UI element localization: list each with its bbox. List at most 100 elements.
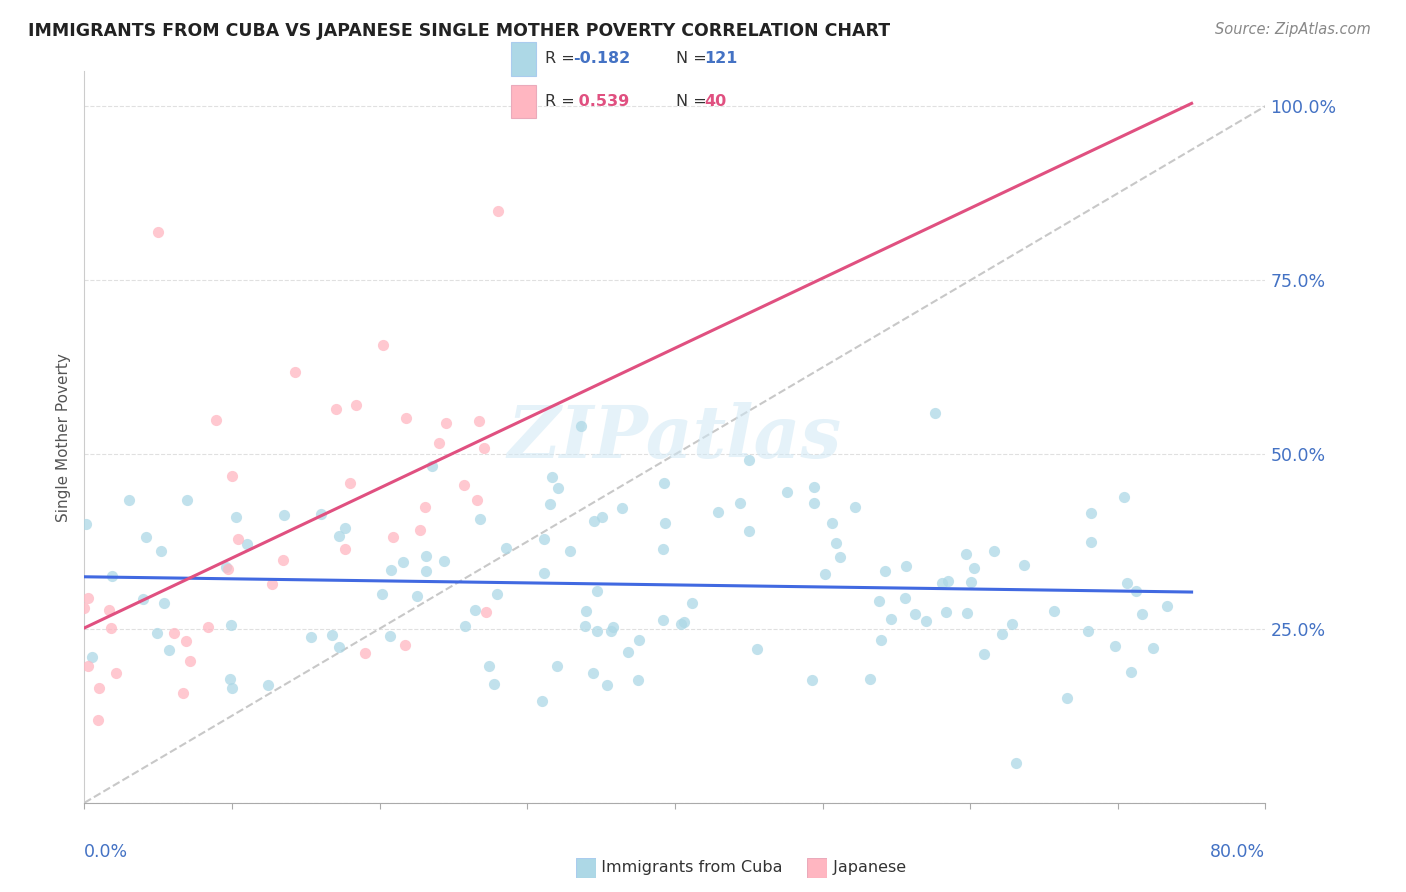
Point — [582, 666, 605, 681]
Point — [859, 672, 882, 686]
Y-axis label: Single Mother Poverty: Single Mother Poverty — [56, 352, 72, 522]
Point — [569, 418, 592, 433]
Point — [879, 612, 901, 626]
Point — [409, 523, 432, 537]
Point — [654, 516, 676, 530]
Point — [1012, 558, 1035, 572]
Point — [707, 505, 730, 519]
Point — [77, 658, 100, 673]
Point — [427, 435, 450, 450]
Point — [651, 613, 673, 627]
Point — [101, 569, 124, 583]
Point — [146, 626, 169, 640]
Point — [894, 558, 917, 573]
Point — [627, 673, 650, 687]
Point — [803, 496, 825, 510]
Text: R =: R = — [544, 95, 579, 109]
Point — [894, 591, 917, 605]
Point — [172, 686, 194, 700]
Point — [413, 500, 436, 514]
Point — [260, 576, 283, 591]
Point — [217, 562, 239, 576]
Point — [465, 493, 488, 508]
Point — [869, 633, 891, 648]
Point — [747, 641, 769, 656]
Point — [205, 413, 228, 427]
FancyBboxPatch shape — [510, 43, 536, 76]
Point — [1080, 535, 1102, 549]
Point — [153, 596, 176, 610]
Point — [371, 338, 394, 352]
Point — [558, 543, 581, 558]
Point — [339, 475, 361, 490]
Point — [983, 544, 1005, 558]
Point — [392, 555, 415, 569]
Point — [533, 532, 555, 546]
Point — [574, 619, 596, 633]
Point — [221, 469, 243, 483]
Point — [176, 633, 198, 648]
Point — [381, 530, 404, 544]
Point — [273, 508, 295, 523]
Text: IMMIGRANTS FROM CUBA VS JAPANESE SINGLE MOTHER POVERTY CORRELATION CHART: IMMIGRANTS FROM CUBA VS JAPANESE SINGLE … — [28, 22, 890, 40]
Point — [321, 628, 343, 642]
Point — [218, 672, 240, 686]
Point — [672, 615, 695, 630]
Point — [875, 564, 897, 578]
Point — [844, 500, 866, 515]
Point — [225, 510, 247, 524]
Point — [820, 516, 842, 530]
Text: N =: N = — [676, 95, 713, 109]
Point — [1104, 639, 1126, 653]
Point — [328, 640, 350, 654]
Point — [453, 477, 475, 491]
Point — [309, 507, 332, 521]
Point — [354, 646, 377, 660]
Point — [1005, 756, 1028, 770]
Point — [100, 621, 122, 635]
Point — [538, 497, 561, 511]
Text: 0.539: 0.539 — [572, 95, 628, 109]
Point — [299, 630, 322, 644]
Point — [955, 547, 977, 561]
Point — [628, 632, 651, 647]
Point — [148, 225, 170, 239]
Point — [963, 561, 986, 575]
FancyBboxPatch shape — [510, 85, 536, 119]
Point — [1156, 599, 1178, 614]
Point — [814, 567, 837, 582]
Point — [730, 495, 752, 509]
Point — [602, 620, 624, 634]
Point — [485, 587, 508, 601]
Point — [370, 587, 392, 601]
Point — [454, 619, 477, 633]
Point — [681, 596, 703, 610]
Point — [959, 575, 981, 590]
Point — [378, 629, 401, 643]
Point — [82, 650, 104, 665]
Point — [236, 537, 259, 551]
Point — [652, 475, 675, 490]
Point — [955, 606, 977, 620]
Point — [825, 536, 848, 550]
Point — [484, 677, 506, 691]
Point — [669, 616, 692, 631]
Text: -0.182: -0.182 — [572, 52, 630, 66]
Point — [586, 583, 609, 598]
Text: Immigrants from Cuba: Immigrants from Cuba — [591, 860, 782, 874]
Point — [475, 605, 498, 619]
Point — [104, 665, 127, 680]
Point — [596, 678, 619, 692]
Point — [406, 589, 429, 603]
Point — [228, 532, 250, 546]
Point — [221, 681, 243, 695]
Point — [73, 600, 96, 615]
Point — [1119, 665, 1142, 680]
Text: N =: N = — [676, 52, 713, 66]
Point — [1001, 617, 1024, 632]
Point — [118, 492, 141, 507]
Text: Source: ZipAtlas.com: Source: ZipAtlas.com — [1215, 22, 1371, 37]
Point — [179, 654, 201, 668]
Point — [868, 594, 890, 608]
Point — [271, 552, 294, 566]
